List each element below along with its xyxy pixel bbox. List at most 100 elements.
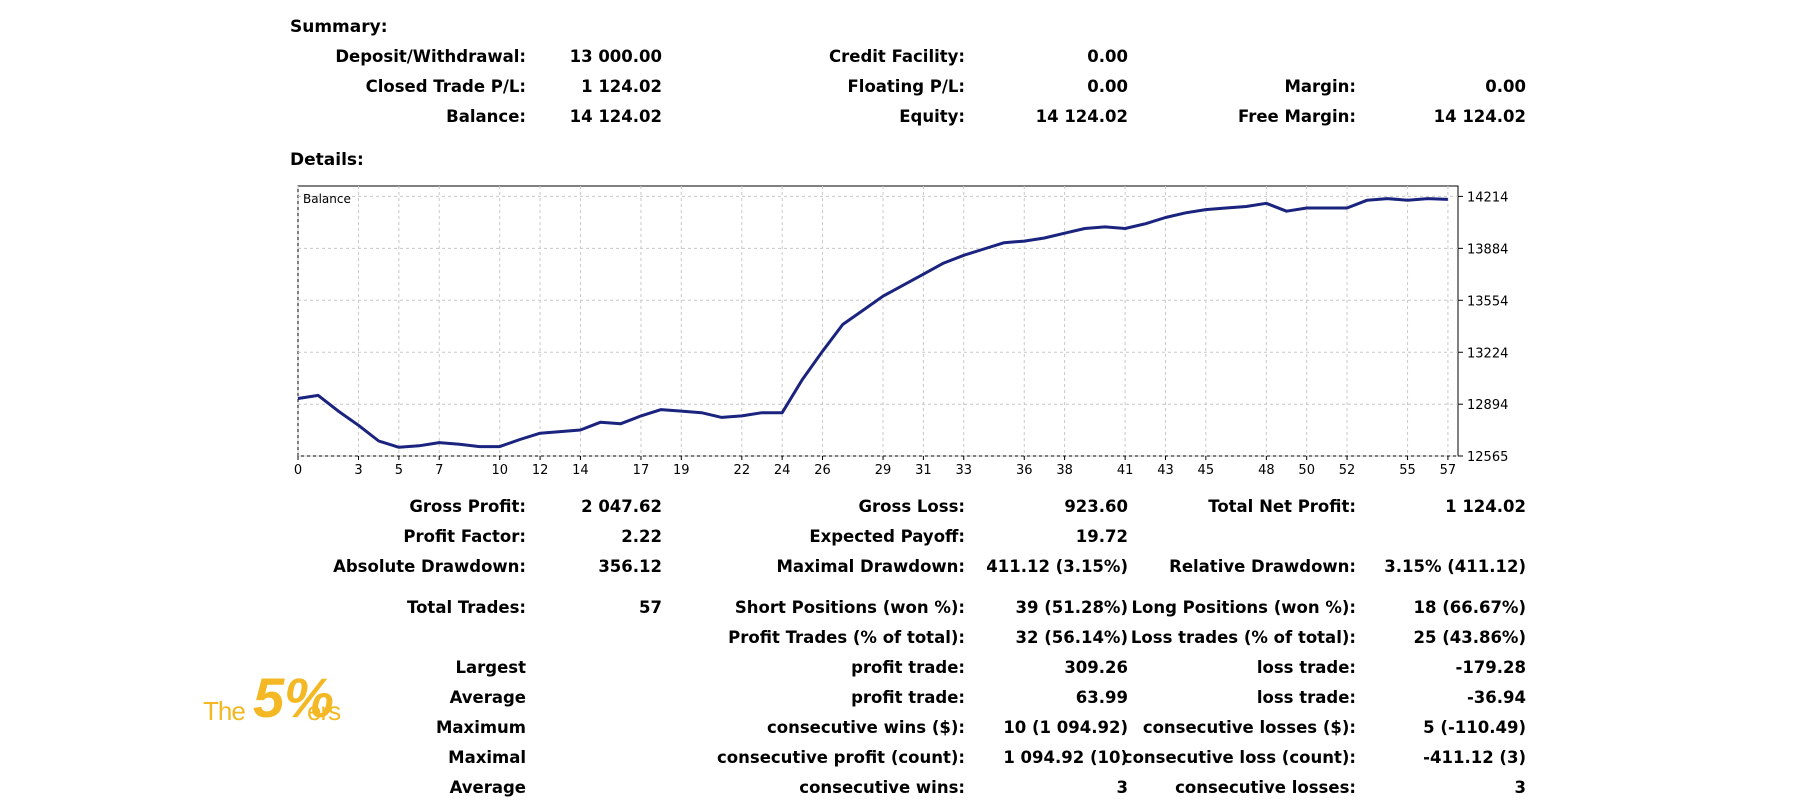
long-positions-label: Long Positions (won %): <box>1131 598 1356 617</box>
profit-factor-value: 2.22 <box>621 527 662 546</box>
credit-label: Credit Facility: <box>829 47 965 66</box>
total-net-profit-value: 1 124.02 <box>1445 497 1526 516</box>
maximal-consecutive-profit-label: consecutive profit (count): <box>717 748 965 767</box>
floating-pl-label: Floating P/L: <box>847 77 965 96</box>
maximal-consecutive-profit-value: 1 094.92 (10) <box>1003 748 1128 767</box>
chart-x-tick-label: 38 <box>1056 463 1073 478</box>
maximal-label: Maximal <box>448 748 526 767</box>
closed-pl-label: Closed Trade P/L: <box>365 77 526 96</box>
largest-label: Largest <box>455 658 527 677</box>
largest-profit-trade-label: profit trade: <box>851 658 965 677</box>
chart-x-tick-label: 33 <box>955 463 972 478</box>
logo-text-ers: ers <box>307 696 341 726</box>
short-positions-value: 39 (51.28%) <box>1015 598 1128 617</box>
chart-plot-area <box>297 185 1459 457</box>
profit-factor-label: Profit Factor: <box>403 527 526 546</box>
free-margin-value: 14 124.02 <box>1433 107 1526 126</box>
logo-text-the: The <box>203 696 246 726</box>
absolute-drawdown-value: 356.12 <box>598 557 662 576</box>
balance-series-line <box>297 197 1448 449</box>
loss-trades-value: 25 (43.86%) <box>1413 628 1526 647</box>
chart-x-tick-label: 31 <box>915 463 932 478</box>
avg-consecutive-losses-value: 3 <box>1514 778 1526 797</box>
max-consecutive-losses-label: consecutive losses ($): <box>1142 718 1356 737</box>
average2-label: Average <box>449 778 526 797</box>
floating-pl-value: 0.00 <box>1087 77 1128 96</box>
relative-drawdown-label: Relative Drawdown: <box>1169 557 1356 576</box>
absolute-drawdown-label: Absolute Drawdown: <box>333 557 526 576</box>
chart-y-tick-label: 12565 <box>1467 450 1508 465</box>
gross-profit-value: 2 047.62 <box>581 497 662 516</box>
balance-label: Balance: <box>446 107 526 126</box>
gross-loss-label: Gross Loss: <box>858 497 966 516</box>
chart-x-tick-label: 57 <box>1440 463 1457 478</box>
maximum-label: Maximum <box>436 718 526 737</box>
max-consecutive-wins-label: consecutive wins ($): <box>766 718 965 737</box>
short-positions-label: Short Positions (won %): <box>734 598 965 617</box>
free-margin-label: Free Margin: <box>1238 107 1356 126</box>
chart-x-tick-label: 7 <box>435 463 443 478</box>
chart-x-tick-label: 17 <box>633 463 650 478</box>
equity-label: Equity: <box>899 107 965 126</box>
chart-x-tick-label: 50 <box>1298 463 1315 478</box>
chart-x-tick-label: 5 <box>395 463 403 478</box>
loss-trades-label: Loss trades (% of total): <box>1130 628 1356 647</box>
chart-x-tick-label: 45 <box>1198 463 1215 478</box>
chart-x-tick-label: 22 <box>734 463 751 478</box>
maximal-drawdown-label: Maximal Drawdown: <box>776 557 965 576</box>
credit-value: 0.00 <box>1087 47 1128 66</box>
average-profit-trade-value: 63.99 <box>1075 688 1128 707</box>
chart-y-tick-label: 13224 <box>1467 346 1508 361</box>
chart-y-tick-label: 14214 <box>1467 190 1508 205</box>
equity-value: 14 124.02 <box>1035 107 1128 126</box>
chart-x-tick-label: 24 <box>774 463 791 478</box>
chart-x-tick-label: 14 <box>572 463 589 478</box>
chart-x-tick-label: 3 <box>354 463 362 478</box>
chart-y-tick-label: 12894 <box>1467 398 1508 413</box>
maximal-consecutive-loss-label: consecutive loss (count): <box>1122 748 1356 767</box>
largest-profit-trade-value: 309.26 <box>1064 658 1128 677</box>
total-trades-value: 57 <box>639 598 662 617</box>
chart-x-tick-label: 12 <box>532 463 549 478</box>
maximal-consecutive-loss-value: -411.12 (3) <box>1423 748 1526 767</box>
chart-x-tick-label: 19 <box>673 463 690 478</box>
chart-x-tick-label: 26 <box>814 463 831 478</box>
expected-payoff-label: Expected Payoff: <box>809 527 965 546</box>
balance-value: 14 124.02 <box>569 107 662 126</box>
average-loss-trade-value: -36.94 <box>1466 688 1526 707</box>
chart-y-tick-label: 13884 <box>1467 242 1508 257</box>
expected-payoff-value: 19.72 <box>1075 527 1128 546</box>
the5ers-logo: The 5% ers <box>203 668 353 728</box>
avg-consecutive-wins-label: consecutive wins: <box>799 778 965 797</box>
chart-x-tick-label: 29 <box>875 463 892 478</box>
logo-text-five: 5% <box>253 666 334 729</box>
summary-heading: Summary: <box>290 17 388 37</box>
chart-x-tick-label: 48 <box>1258 463 1275 478</box>
average-profit-trade-label: profit trade: <box>851 688 965 707</box>
chart-grid <box>297 186 1458 457</box>
largest-loss-trade-value: -179.28 <box>1455 658 1526 677</box>
chart-x-tick-label: 41 <box>1117 463 1134 478</box>
profit-trades-value: 32 (56.14%) <box>1015 628 1128 647</box>
chart-x-tick-label: 0 <box>294 463 302 478</box>
avg-consecutive-wins-value: 3 <box>1116 778 1128 797</box>
chart-y-ticks: 12565 12894 13224 13554 13884 14214 <box>1458 190 1508 465</box>
chart-x-tick-label: 36 <box>1016 463 1033 478</box>
avg-consecutive-losses-label: consecutive losses: <box>1175 778 1356 797</box>
deposit-value: 13 000.00 <box>569 47 662 66</box>
closed-pl-value: 1 124.02 <box>581 77 662 96</box>
margin-value: 0.00 <box>1485 77 1526 96</box>
relative-drawdown-value: 3.15% (411.12) <box>1384 557 1526 576</box>
total-trades-label: Total Trades: <box>407 598 526 617</box>
average-label: Average <box>449 688 526 707</box>
details-heading: Details: <box>290 150 364 170</box>
chart-x-ticks: 0 3 5 7 10 12 14 17 19 22 24 26 29 31 33 36 38 41 43 45 48 50… <box>294 456 1456 478</box>
gross-loss-value: 923.60 <box>1064 497 1128 516</box>
largest-loss-trade-label: loss trade: <box>1256 658 1356 677</box>
margin-label: Margin: <box>1284 77 1356 96</box>
profit-trades-label: Profit Trades (% of total): <box>728 628 965 647</box>
total-net-profit-label: Total Net Profit: <box>1208 497 1356 516</box>
chart-x-tick-label: 43 <box>1157 463 1174 478</box>
